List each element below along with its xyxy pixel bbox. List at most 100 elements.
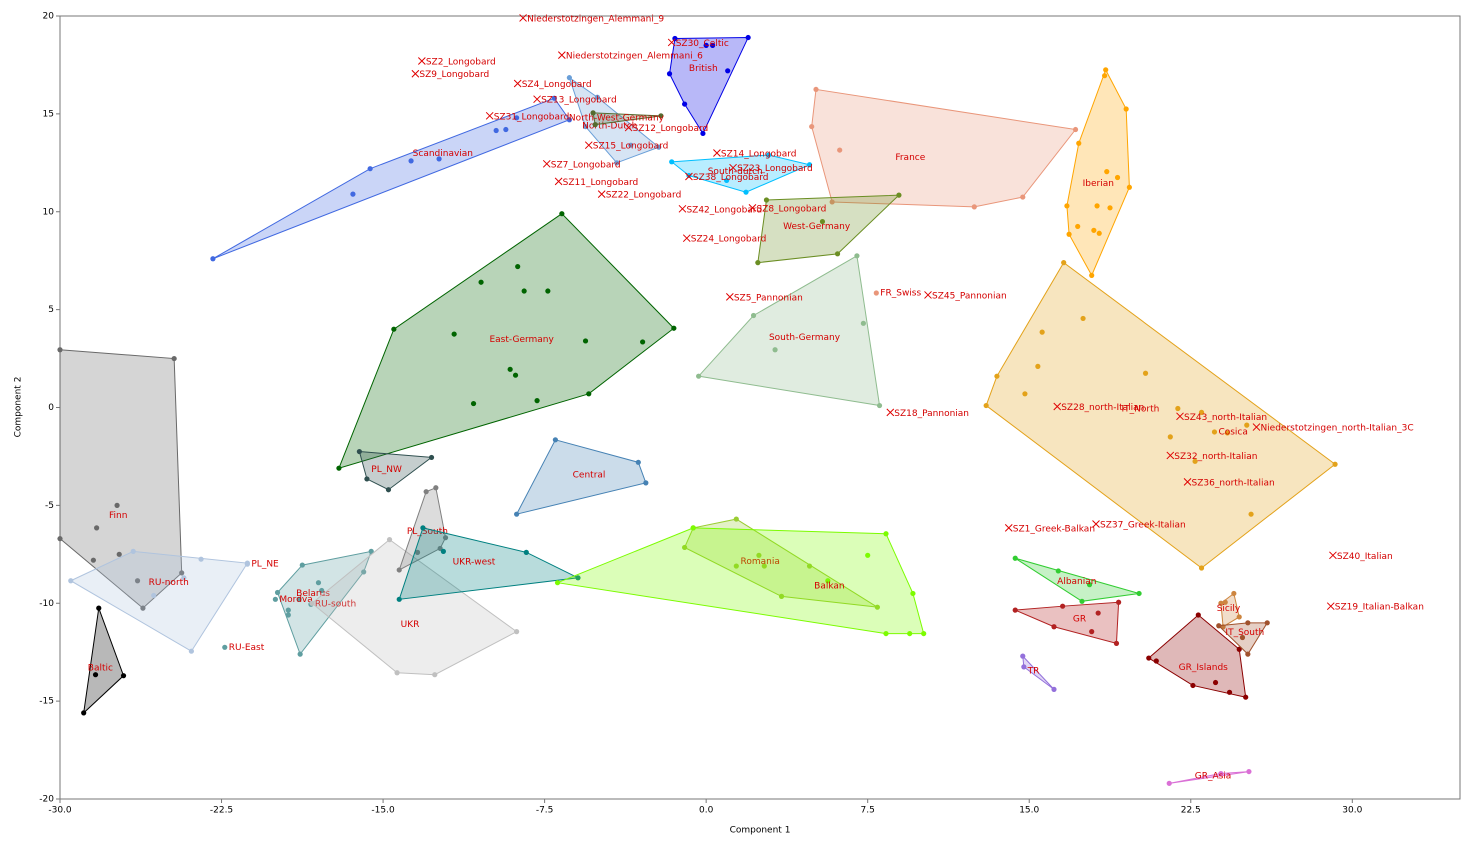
y-tick-label: 0 <box>48 403 54 413</box>
y-tick-label: 15 <box>43 109 54 119</box>
point <box>451 331 457 337</box>
group-label: British <box>689 64 718 74</box>
point <box>860 320 866 326</box>
point <box>433 485 439 491</box>
point <box>1051 686 1057 692</box>
group-hull <box>985 261 1336 569</box>
point <box>514 629 520 635</box>
sample-label: Niederstotzingen_Alemmani_6 <box>566 52 703 62</box>
sample-marker <box>1092 520 1100 528</box>
group-label: GR_Islands <box>1179 663 1229 673</box>
point <box>1020 653 1026 659</box>
point <box>806 563 813 569</box>
point <box>590 110 596 116</box>
sample-label: SZ37_Greek-Italian <box>1100 520 1186 530</box>
point <box>420 525 426 531</box>
y-tick-label: 5 <box>48 305 54 315</box>
x-tick-label: -30.0 <box>48 806 72 816</box>
point <box>1126 184 1132 190</box>
group-hull <box>568 76 660 164</box>
point <box>686 172 692 179</box>
point <box>552 437 558 443</box>
point <box>710 42 716 48</box>
point <box>440 548 446 554</box>
point <box>1222 599 1228 605</box>
point <box>1198 565 1205 571</box>
point <box>244 561 250 567</box>
point <box>829 199 835 205</box>
point <box>210 256 216 262</box>
point <box>1218 770 1224 777</box>
sample-label: SZ2_Longobard <box>426 58 496 68</box>
sample-marker <box>1183 478 1192 486</box>
point <box>1061 260 1067 266</box>
point <box>755 260 761 266</box>
group-hull <box>1014 557 1140 602</box>
point <box>1175 405 1181 412</box>
point <box>763 197 770 203</box>
sample-marker <box>519 14 527 22</box>
point <box>725 68 731 74</box>
point <box>1224 430 1230 436</box>
x-axis-title: Component 1 <box>730 826 791 836</box>
point <box>222 644 228 650</box>
point <box>1064 203 1070 209</box>
point <box>1089 629 1095 635</box>
point <box>874 604 880 610</box>
point <box>92 672 99 678</box>
sample-marker <box>685 172 693 181</box>
point <box>1239 634 1246 641</box>
point <box>1035 363 1041 369</box>
point <box>666 71 673 77</box>
point <box>350 191 356 197</box>
point <box>1136 590 1142 597</box>
point <box>385 487 392 493</box>
sample-label: SZ15_Longobard <box>593 142 669 152</box>
point <box>614 160 620 166</box>
sample-label: SZ12_Longobard <box>633 124 709 134</box>
point <box>1113 640 1120 646</box>
point <box>428 454 435 461</box>
group-label: South-Germany <box>769 333 841 343</box>
point <box>854 253 860 259</box>
point <box>423 489 429 495</box>
point <box>1066 231 1072 237</box>
sample-marker <box>624 123 633 132</box>
point <box>582 338 589 344</box>
point <box>114 502 120 508</box>
point <box>396 596 402 602</box>
point <box>90 557 96 563</box>
point <box>733 563 739 569</box>
sample-marker <box>886 408 895 417</box>
sample-marker <box>678 204 687 213</box>
x-tick-label: 22.5 <box>1181 806 1201 816</box>
sample-label: SZ30_Celtic <box>676 39 729 49</box>
sample-marker <box>533 95 541 104</box>
point <box>643 480 649 486</box>
point <box>1244 422 1250 428</box>
sample-marker <box>1004 524 1013 532</box>
point <box>134 578 141 584</box>
point <box>586 391 592 397</box>
sample-label: SZ42_Longobard <box>686 205 762 215</box>
point <box>983 402 989 409</box>
point <box>188 648 194 654</box>
point <box>1114 174 1121 181</box>
point <box>809 123 815 130</box>
group-label: East-Germany <box>489 335 554 345</box>
point <box>414 549 421 555</box>
point <box>582 123 589 130</box>
group-hull <box>276 550 373 656</box>
point <box>140 605 146 611</box>
point <box>1080 315 1086 322</box>
point <box>1195 612 1201 618</box>
sample-label: SZ43_north-Italian <box>1184 413 1267 423</box>
sample-marker <box>924 291 932 299</box>
point <box>309 600 315 606</box>
point <box>285 607 291 613</box>
group-label: North-Dutch <box>582 122 637 132</box>
sample-label: SZ11_Longobard <box>563 178 639 188</box>
y-tick-label: -15 <box>39 697 54 707</box>
group-label: Sicily <box>1217 604 1241 614</box>
point <box>656 144 662 150</box>
